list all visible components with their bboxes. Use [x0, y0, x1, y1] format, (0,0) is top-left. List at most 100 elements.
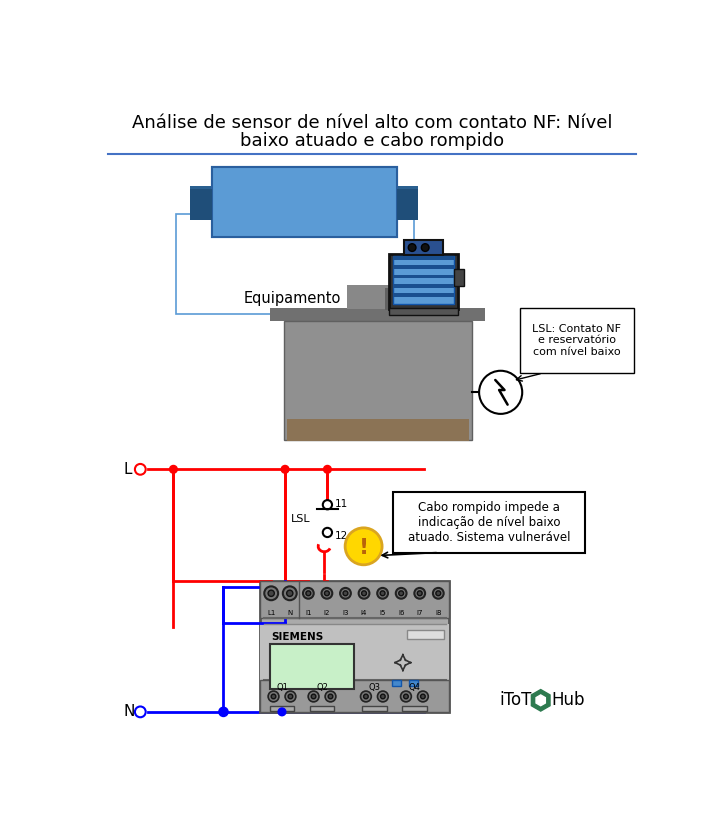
FancyBboxPatch shape — [190, 189, 212, 220]
Circle shape — [343, 591, 348, 596]
FancyBboxPatch shape — [396, 186, 418, 192]
FancyBboxPatch shape — [212, 168, 396, 237]
FancyBboxPatch shape — [393, 265, 454, 269]
FancyBboxPatch shape — [396, 214, 418, 220]
Circle shape — [306, 591, 311, 596]
Circle shape — [436, 591, 441, 596]
Circle shape — [328, 694, 333, 699]
Text: N: N — [123, 705, 135, 720]
Circle shape — [323, 528, 332, 537]
Text: N: N — [287, 610, 293, 616]
Circle shape — [401, 691, 412, 702]
FancyBboxPatch shape — [261, 581, 449, 712]
FancyBboxPatch shape — [287, 420, 469, 440]
Circle shape — [433, 588, 444, 598]
Circle shape — [417, 691, 428, 702]
Circle shape — [404, 694, 408, 699]
FancyBboxPatch shape — [409, 680, 418, 686]
Circle shape — [421, 243, 429, 252]
Circle shape — [378, 588, 388, 598]
FancyBboxPatch shape — [269, 307, 485, 322]
FancyBboxPatch shape — [393, 293, 454, 297]
Circle shape — [285, 691, 296, 702]
Circle shape — [272, 694, 276, 699]
Circle shape — [268, 691, 279, 702]
Text: I6: I6 — [398, 610, 404, 616]
Text: Cabo rompido impede a
indicação de nível baixo
atuado. Sistema vulnerável: Cabo rompido impede a indicação de nível… — [408, 501, 571, 544]
Circle shape — [399, 591, 404, 596]
Circle shape — [268, 590, 274, 597]
Polygon shape — [531, 690, 550, 711]
FancyBboxPatch shape — [396, 189, 418, 220]
Circle shape — [135, 464, 146, 475]
Circle shape — [415, 588, 425, 598]
Circle shape — [135, 706, 146, 717]
Text: Q4: Q4 — [409, 682, 420, 691]
Circle shape — [219, 707, 228, 716]
Circle shape — [380, 591, 385, 596]
Text: L1: L1 — [267, 610, 275, 616]
FancyBboxPatch shape — [393, 283, 454, 288]
Text: I5: I5 — [380, 610, 386, 616]
FancyBboxPatch shape — [454, 269, 464, 286]
Text: Análise de sensor de nível alto com contato NF: Nível: Análise de sensor de nível alto com cont… — [132, 114, 612, 131]
Text: iToT: iToT — [499, 691, 531, 710]
Circle shape — [303, 588, 314, 598]
Text: !: ! — [359, 538, 369, 558]
Text: 12: 12 — [335, 531, 348, 541]
Circle shape — [362, 591, 367, 596]
Circle shape — [278, 708, 286, 715]
Text: I7: I7 — [417, 610, 423, 616]
FancyBboxPatch shape — [269, 706, 294, 711]
Circle shape — [281, 465, 289, 473]
Circle shape — [308, 691, 319, 702]
FancyBboxPatch shape — [407, 630, 444, 640]
Text: Q1: Q1 — [276, 682, 288, 691]
Text: Q2: Q2 — [316, 682, 328, 691]
FancyBboxPatch shape — [261, 624, 449, 693]
Circle shape — [287, 590, 293, 597]
FancyBboxPatch shape — [393, 256, 454, 260]
Circle shape — [325, 591, 330, 596]
Circle shape — [264, 587, 278, 600]
Circle shape — [479, 371, 522, 414]
FancyBboxPatch shape — [389, 253, 458, 309]
Text: L: L — [123, 462, 132, 477]
Circle shape — [361, 691, 371, 702]
FancyBboxPatch shape — [284, 321, 472, 440]
Circle shape — [380, 694, 386, 699]
FancyBboxPatch shape — [176, 214, 415, 314]
Text: I4: I4 — [361, 610, 367, 616]
FancyBboxPatch shape — [389, 307, 458, 315]
Text: I2: I2 — [324, 610, 330, 616]
Circle shape — [340, 588, 351, 598]
FancyBboxPatch shape — [362, 706, 387, 711]
Circle shape — [283, 587, 297, 600]
FancyBboxPatch shape — [396, 189, 418, 220]
Text: Equipamento: Equipamento — [244, 291, 341, 306]
Circle shape — [408, 243, 416, 252]
Circle shape — [378, 691, 388, 702]
Text: LSL: Contato NF
e reservatório
com nível baixo: LSL: Contato NF e reservatório com nível… — [532, 324, 621, 357]
Circle shape — [364, 694, 368, 699]
Circle shape — [288, 694, 293, 699]
FancyBboxPatch shape — [386, 288, 402, 310]
Text: I8: I8 — [435, 610, 441, 616]
FancyBboxPatch shape — [261, 581, 449, 618]
Circle shape — [170, 465, 177, 473]
FancyBboxPatch shape — [190, 189, 212, 220]
Circle shape — [345, 528, 382, 565]
Text: I3: I3 — [342, 610, 348, 616]
Text: Q3: Q3 — [368, 682, 380, 691]
FancyBboxPatch shape — [404, 240, 443, 255]
Circle shape — [322, 588, 333, 598]
Text: Hub: Hub — [552, 691, 585, 710]
FancyBboxPatch shape — [393, 256, 454, 304]
FancyBboxPatch shape — [392, 680, 401, 686]
FancyBboxPatch shape — [393, 493, 585, 553]
Text: 11: 11 — [335, 499, 348, 509]
FancyBboxPatch shape — [190, 214, 212, 220]
Polygon shape — [536, 695, 545, 706]
FancyBboxPatch shape — [347, 284, 389, 309]
Circle shape — [325, 691, 336, 702]
